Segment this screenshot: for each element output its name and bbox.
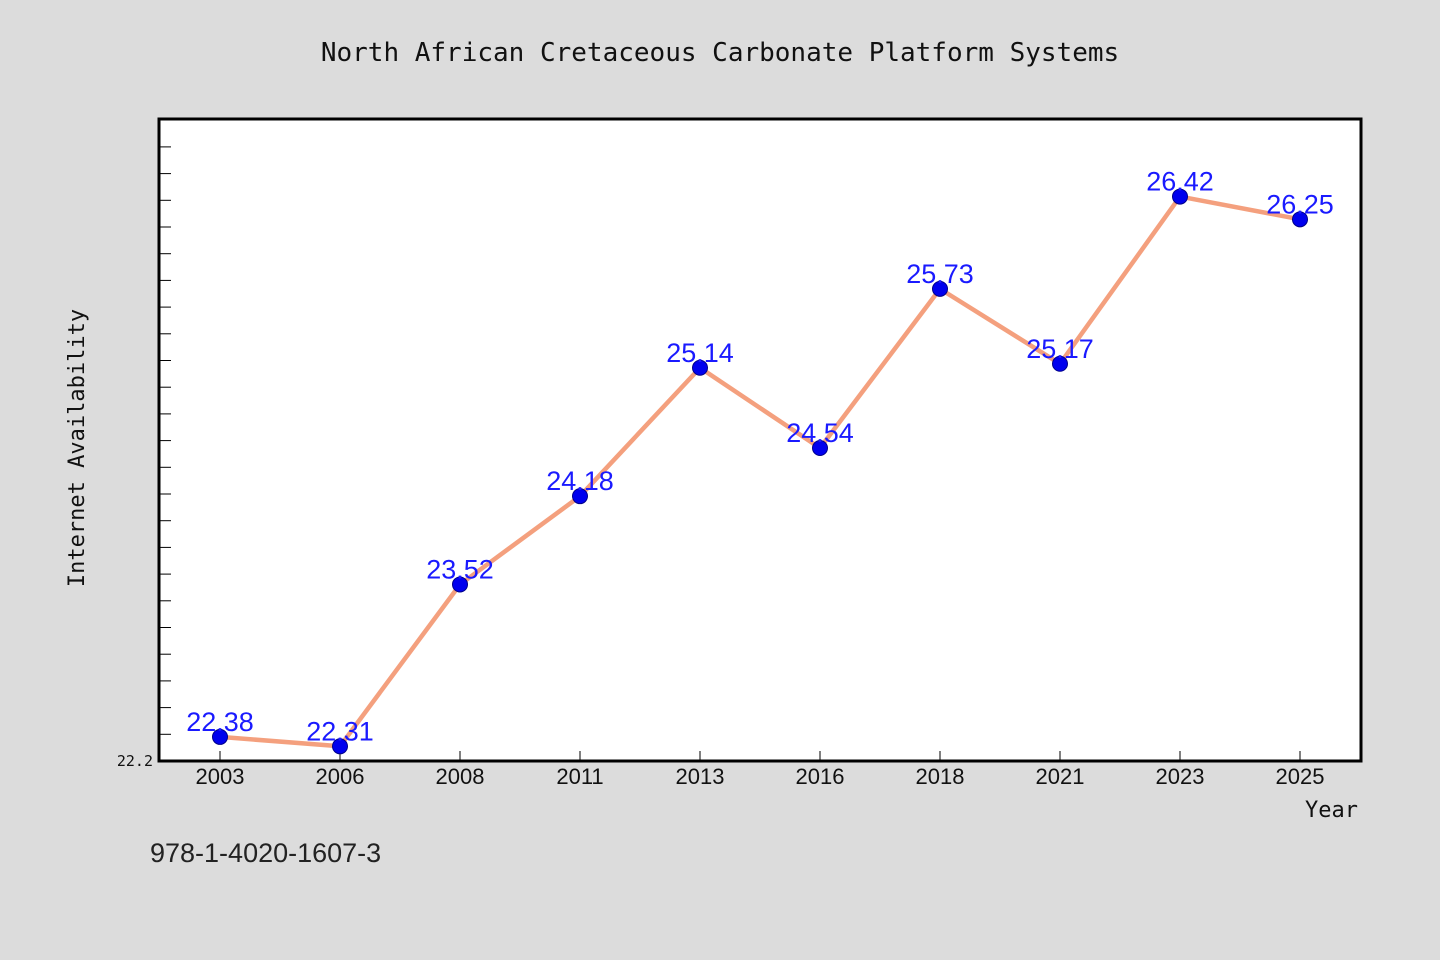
x-tick-label: 2018: [916, 764, 965, 789]
data-label: 22.38: [186, 707, 254, 737]
data-point: [1052, 355, 1068, 372]
data-point: [1172, 188, 1188, 205]
data-label: 24.54: [786, 418, 854, 448]
data-label: 26.42: [1146, 167, 1214, 197]
y-tick-label: 22.2: [117, 752, 153, 770]
series-line: [217, 194, 1303, 749]
x-tick-label: 2025: [1276, 764, 1325, 789]
data-label: 25.73: [906, 259, 974, 289]
data-point: [932, 280, 948, 297]
data-label: 24.18: [546, 466, 614, 496]
y-axis-ticks: 22.2: [117, 146, 171, 770]
plot-area: [157, 117, 1363, 763]
x-tick-label: 2008: [436, 764, 485, 789]
data-point: [692, 359, 708, 376]
x-tick-label: 2021: [1036, 764, 1085, 789]
data-point: [212, 728, 228, 745]
x-tick-label: 2003: [196, 764, 245, 789]
x-tick-label: 2023: [1156, 764, 1205, 789]
x-axis-title: Year: [1305, 798, 1358, 823]
x-tick-label: 2006: [316, 764, 365, 789]
data-label: 25.17: [1026, 334, 1094, 364]
data-point: [1292, 211, 1308, 228]
x-tick-label: 2016: [796, 764, 845, 789]
data-point: [452, 576, 468, 593]
data-label: 23.52: [426, 554, 494, 584]
y-axis-title: Internet Availability: [65, 309, 90, 587]
series-group: 22.38 22.31 23.52 24.18 25.14 24.54 25.73 25.17…: [186, 167, 1334, 755]
data-point: [332, 738, 348, 755]
data-label: 25.14: [666, 338, 734, 368]
isbn-text: 978-1-4020-1607-3: [150, 838, 381, 868]
x-axis-ticks: 2003 2006 2008 2011 2013 2016 2018 2021 2023 2025: [196, 751, 1325, 789]
data-label: 26.25: [1266, 189, 1334, 219]
x-tick-label: 2011: [556, 764, 603, 789]
data-label: 22.31: [306, 716, 374, 746]
data-point: [572, 488, 588, 505]
data-point: [812, 440, 828, 457]
x-tick-label: 2013: [676, 764, 725, 789]
chart-title: North African Cretaceous Carbonate Platf…: [321, 38, 1119, 68]
